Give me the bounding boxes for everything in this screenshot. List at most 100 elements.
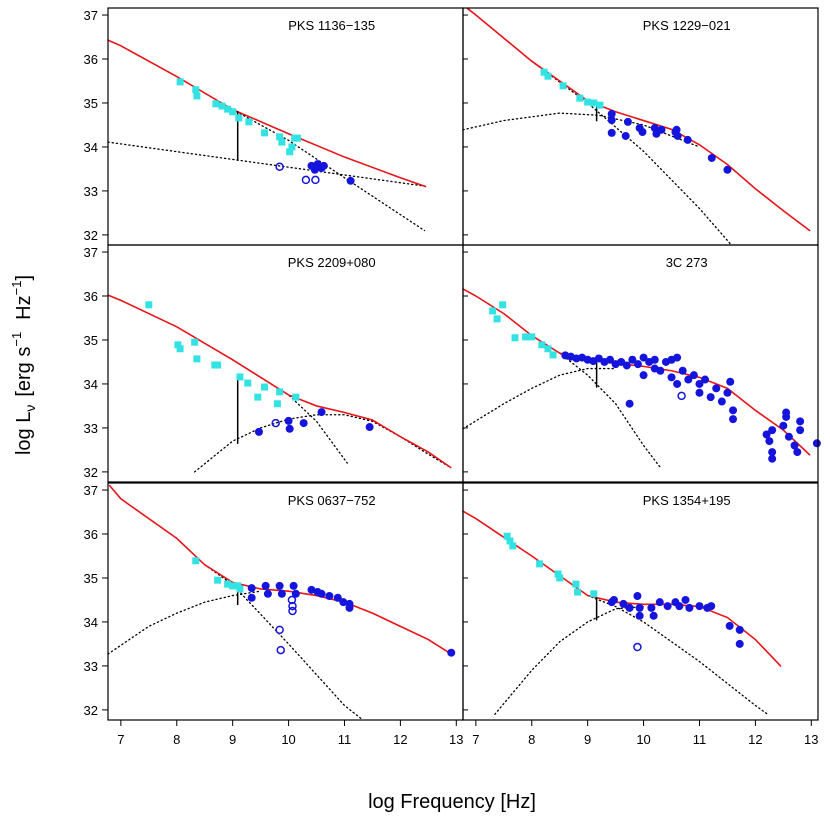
panel-title: PKS 2209+080 [288,255,376,270]
data-point [672,125,681,134]
data-square [176,345,184,353]
data-point [639,371,648,380]
x-tick-label: 8 [173,732,180,747]
upper-limit-point [288,601,297,611]
data-square [294,134,302,142]
data-square [276,133,284,141]
data-square [229,582,237,590]
data-point [729,406,738,415]
y-tick-label: 34 [84,140,98,155]
data-square [544,72,552,80]
data-square [574,588,582,596]
model-curve [107,39,427,188]
data-point [663,602,672,611]
data-square [229,108,237,116]
data-square [176,78,184,86]
data-point [289,581,298,590]
data-square [245,118,253,126]
component-curve [204,564,362,720]
panel-title: PKS 1229−021 [643,18,731,33]
data-point [701,375,710,384]
data-square [522,333,530,341]
data-square [236,373,244,381]
data-point [765,437,774,446]
data-point [723,165,732,174]
data-square [576,94,584,102]
x-tick-label: 7 [472,732,479,747]
upper-limit-point [275,625,284,635]
x-axis-label: log Frequency [Hz] [368,791,536,813]
data-point [625,399,634,408]
data-square [540,68,548,76]
data-point [762,430,771,439]
data-point [447,648,456,657]
panel: 7 8 9 10 11 12 13 PKS 1354+195 [462,482,819,747]
data-square [536,560,544,568]
data-square [192,86,200,94]
data-point [707,602,716,611]
data-point [277,589,286,598]
x-tick-label: 9 [229,732,236,747]
y-tick-label: 36 [84,52,98,67]
data-point [685,603,694,612]
data-point [779,421,788,430]
data-point [254,427,263,436]
model-curve [107,294,452,469]
x-tick-label: 12 [393,732,407,747]
data-point [633,360,642,369]
data-square [493,315,501,323]
data-square [538,341,546,349]
data-point [346,176,355,185]
data-point [333,593,342,602]
data-square [286,148,294,156]
data-square [191,338,199,346]
data-point [768,448,777,457]
panel: 3C 273 [462,244,821,483]
panel-title: PKS 0637−752 [288,493,376,508]
data-point [673,379,682,388]
data-square [528,333,536,341]
data-square [224,580,232,588]
data-point [247,584,256,593]
data-point [796,426,805,435]
data-point [729,415,738,424]
data-point [726,377,735,386]
data-point [812,439,821,448]
x-tick-label: 11 [338,732,352,747]
component-curve [462,367,617,430]
y-tick-label: 36 [84,289,98,304]
data-point [695,602,704,611]
data-square [145,301,153,309]
data-point [667,373,676,382]
data-point [725,621,734,630]
y-label-end: ] [13,275,35,281]
data-point [635,603,644,612]
y-tick-label: 32 [84,465,98,480]
upper-limit-point [271,418,280,428]
data-point [684,375,693,384]
data-point [623,117,632,126]
data-square [214,576,222,584]
data-point [284,416,293,425]
data-point [683,135,692,144]
data-square [276,388,284,396]
data-square [511,334,519,342]
data-square [499,301,507,309]
data-point [657,125,666,134]
y-tick-label: 36 [84,527,98,542]
x-tick-label: 7 [117,732,124,747]
x-tick-label: 9 [584,732,591,747]
data-point [723,388,732,397]
data-square [549,351,557,359]
data-point [707,153,716,162]
data-square [554,570,562,578]
data-square [212,100,220,108]
data-square [235,114,243,122]
data-point [261,581,270,590]
data-point [790,441,799,450]
data-square [292,393,300,401]
y-tick-label: 35 [84,333,98,348]
data-point [247,593,256,602]
component-curve [559,352,661,469]
component-curve [587,594,769,715]
